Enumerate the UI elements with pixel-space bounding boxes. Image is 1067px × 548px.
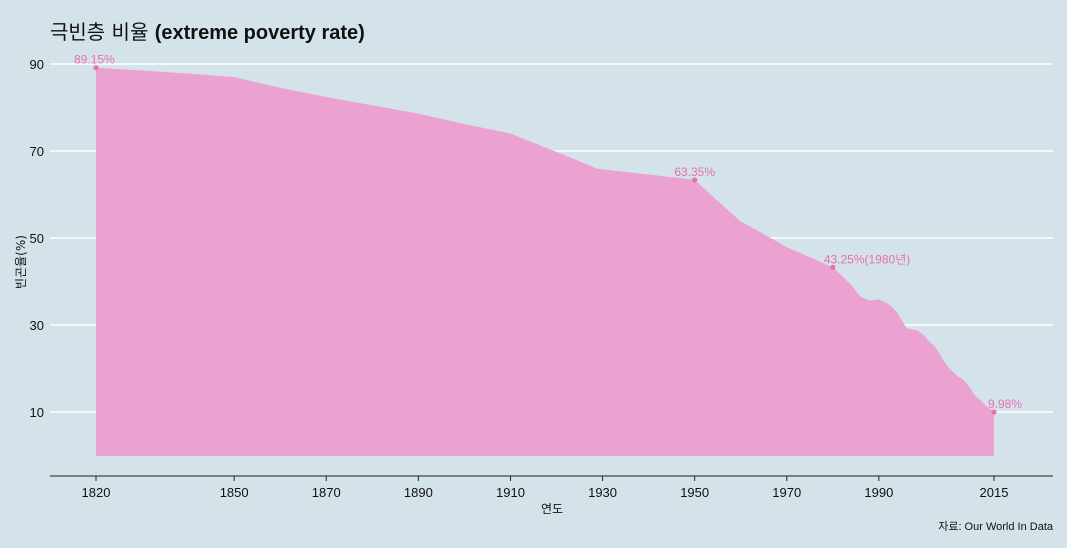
chart-title: 극빈층 비율 (extreme poverty rate) [50,16,365,45]
data-point-1950 [692,177,698,183]
y-tick-label-70: 70 [30,144,44,159]
x-tick-label-1890: 1890 [404,485,433,500]
x-tick-label-1990: 1990 [864,485,893,500]
x-tick-label-1820: 1820 [82,485,111,500]
area-fill [96,67,994,456]
y-tick-label-30: 30 [30,318,44,333]
chart-title-ko: 극빈층 비율 [50,20,149,44]
data-point-1820 [93,65,99,71]
data-point-1980 [830,264,836,270]
x-tick-label-1930: 1930 [588,485,617,500]
source-note: 자료: Our World In Data [938,521,1053,533]
y-axis-ticks: 10 30 50 70 90 [30,57,44,420]
data-point-2015 [991,409,997,415]
chart-title-en: (extreme poverty rate) [154,22,365,44]
data-label-1980: 43.25%(1980년) [824,252,910,266]
x-tick-label-1970: 1970 [772,485,801,500]
y-tick-label-50: 50 [30,231,44,246]
data-label-1820: 89.15% [74,53,115,67]
data-label-2015: 9.98% [988,397,1022,411]
y-tick-label-10: 10 [30,405,44,420]
data-label-1950: 63.35% [674,165,715,179]
y-tick-label-90: 90 [30,57,44,72]
x-tick-label-2015: 2015 [980,485,1009,500]
x-axis-label: 연도 [541,502,563,516]
x-tick-label-1870: 1870 [312,485,341,500]
x-tick-label-1850: 1850 [220,485,249,500]
x-axis-ticks: 1820 1850 1870 1890 1910 1930 1950 1970 1990 2015 [82,476,1009,500]
x-tick-label-1950: 1950 [680,485,709,500]
data-labels: 89.15% 63.35% 43.25%(1980년) 9.98% [74,53,1022,411]
y-axis-label: 빈곤율(%) [14,235,28,289]
area-layer [96,67,994,456]
data-points [93,65,997,415]
x-tick-label-1910: 1910 [496,485,525,500]
